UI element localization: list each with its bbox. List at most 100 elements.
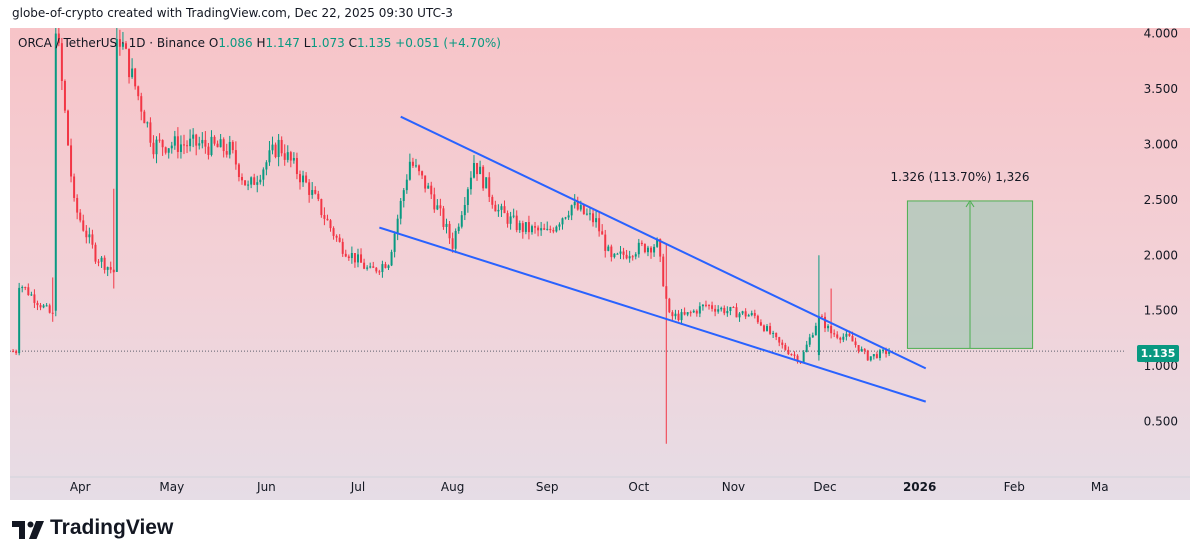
candle-body bbox=[650, 247, 653, 253]
x-tick-label: Oct bbox=[628, 480, 649, 494]
candle-body bbox=[592, 213, 595, 223]
y-tick-label: 2.000 bbox=[1144, 248, 1178, 262]
candle-body bbox=[595, 218, 598, 223]
candle-body bbox=[540, 228, 543, 231]
candle-body bbox=[479, 166, 482, 175]
candle-body bbox=[527, 222, 530, 233]
candle-body bbox=[610, 246, 613, 258]
candle-body bbox=[118, 39, 121, 47]
candle-body bbox=[106, 267, 109, 270]
candle-body bbox=[631, 256, 634, 258]
candle-body bbox=[390, 251, 393, 266]
candle-body bbox=[708, 305, 711, 307]
candle-body bbox=[94, 244, 97, 262]
candle-body bbox=[12, 351, 15, 353]
candle-body bbox=[888, 351, 891, 354]
candle-body bbox=[442, 208, 445, 227]
candle-body bbox=[158, 139, 161, 141]
candle-body bbox=[439, 205, 442, 209]
candle-body bbox=[521, 223, 524, 232]
candle-body bbox=[393, 233, 396, 252]
candle-body bbox=[356, 254, 359, 263]
price-chart-svg[interactable]: 0.500 1.000 1.500 2.000 2.500 3.000 3.500 4.000… bbox=[10, 28, 1190, 500]
candle-body bbox=[360, 254, 363, 263]
candle-body bbox=[476, 163, 479, 175]
candle-body bbox=[76, 197, 79, 213]
chart-caption: globe-of-crypto created with TradingView… bbox=[12, 6, 453, 20]
candle-body bbox=[530, 226, 533, 233]
candle-body bbox=[302, 175, 305, 183]
ohlc-legend: ORCA / TetherUS · 1D · Binance O1.086 H1… bbox=[18, 36, 501, 50]
candle-body bbox=[701, 304, 704, 307]
candle-body bbox=[585, 213, 588, 215]
brand-name[interactable]: TradingView bbox=[50, 516, 174, 539]
candle-body bbox=[805, 344, 808, 353]
candle-body bbox=[128, 48, 131, 78]
candle-body bbox=[347, 256, 350, 259]
candle-body bbox=[613, 253, 616, 258]
candle-body bbox=[427, 185, 430, 189]
candle-body bbox=[564, 217, 567, 219]
tradingview-logo-icon bbox=[12, 521, 44, 539]
candle-body bbox=[63, 81, 66, 111]
candle-body bbox=[329, 220, 332, 229]
candle-body bbox=[778, 337, 781, 343]
candle-body bbox=[121, 43, 124, 47]
candle-body bbox=[671, 312, 674, 317]
candle-body bbox=[124, 43, 127, 49]
candle-body bbox=[182, 144, 185, 146]
candle-body bbox=[213, 136, 216, 144]
candle-body bbox=[143, 111, 146, 124]
candle-body bbox=[155, 139, 158, 155]
candle-body bbox=[720, 307, 723, 310]
candle-body bbox=[21, 287, 24, 289]
candle-body bbox=[448, 223, 451, 239]
candle-body bbox=[674, 313, 677, 317]
candle-body bbox=[274, 144, 277, 157]
candle-body bbox=[91, 234, 94, 245]
candle-body bbox=[411, 161, 414, 166]
candle-body bbox=[817, 316, 820, 356]
candle-body bbox=[781, 342, 784, 345]
candle-body bbox=[772, 332, 775, 334]
candle-body bbox=[375, 267, 378, 272]
candle-body bbox=[735, 307, 738, 318]
candle-body bbox=[689, 312, 692, 314]
candle-body bbox=[656, 238, 659, 247]
brand-footer: TradingView bbox=[0, 500, 1200, 560]
close-value: 1.135 bbox=[356, 36, 392, 50]
candle-body bbox=[421, 171, 424, 176]
candle-body bbox=[418, 165, 421, 172]
candle-body bbox=[366, 267, 369, 269]
candle-body bbox=[582, 205, 585, 214]
candle-body bbox=[372, 266, 375, 268]
candle-body bbox=[601, 231, 604, 235]
candle-body bbox=[445, 223, 448, 227]
candle-body bbox=[628, 256, 631, 259]
candle-body bbox=[854, 341, 857, 346]
y-tick-label: 3.000 bbox=[1144, 137, 1178, 151]
candle-body bbox=[115, 39, 118, 272]
candle-body bbox=[353, 253, 356, 263]
candle-body bbox=[717, 309, 720, 312]
candle-body bbox=[27, 287, 30, 295]
candle-body bbox=[625, 254, 628, 259]
candle-body bbox=[491, 196, 494, 205]
candle-body bbox=[57, 33, 60, 44]
y-tick-label: 1.000 bbox=[1144, 359, 1178, 373]
candle-body bbox=[152, 142, 155, 155]
candle-body bbox=[161, 140, 164, 148]
low-label: L bbox=[303, 36, 311, 50]
candle-body bbox=[176, 136, 179, 152]
x-tick-label: 2026 bbox=[903, 480, 936, 494]
x-tick-label: Ma bbox=[1091, 480, 1109, 494]
candle-body bbox=[222, 139, 225, 152]
candle-body bbox=[549, 228, 552, 231]
chart-area[interactable]: 0.500 1.000 1.500 2.000 2.500 3.000 3.500 4.000… bbox=[10, 28, 1190, 500]
candle-body bbox=[534, 226, 537, 228]
candle-body bbox=[131, 68, 134, 78]
y-tick-label: 2.500 bbox=[1144, 193, 1178, 207]
candle-body bbox=[424, 175, 427, 189]
candle-body bbox=[827, 325, 830, 329]
candle-body bbox=[430, 185, 433, 195]
